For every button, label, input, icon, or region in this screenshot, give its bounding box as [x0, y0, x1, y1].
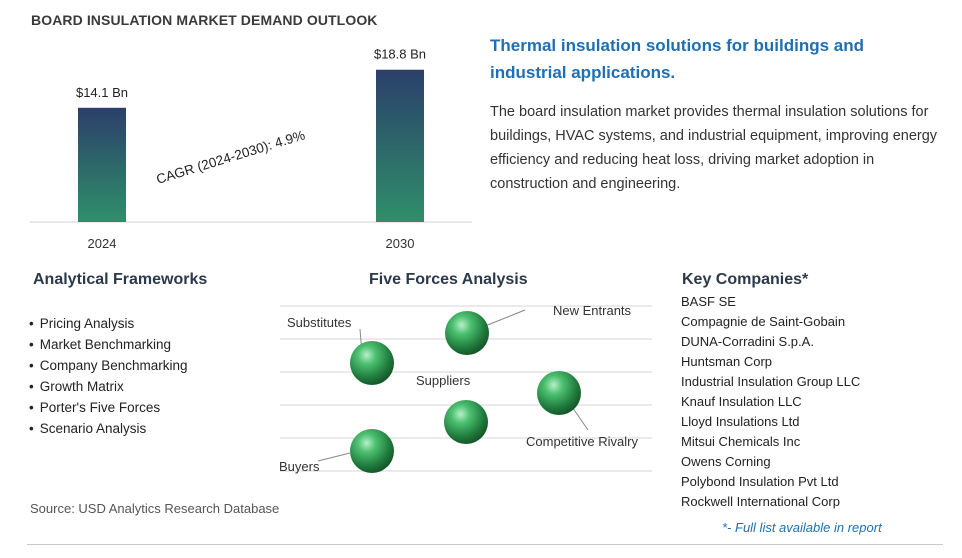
sphere-substitutes	[350, 341, 394, 385]
companies-list: BASF SE Compagnie de Saint-Gobain DUNA-C…	[681, 292, 860, 512]
bar-2024	[78, 107, 126, 222]
data-label-2030: $18.8 Bn	[374, 47, 426, 62]
list-item: Rockwell International Corp	[681, 494, 840, 509]
list-item: BASF SE	[681, 294, 736, 309]
sphere-buyers	[350, 429, 394, 473]
chart-title: BOARD INSULATION MARKET DEMAND OUTLOOK	[31, 12, 378, 28]
list-item: Market Benchmarking	[29, 334, 188, 355]
list-item: Knauf Insulation LLC	[681, 394, 802, 409]
cagr-annotation: CAGR (2024-2030): 4.9%	[154, 127, 306, 187]
sphere-rivalry	[537, 371, 581, 415]
source-note: Source: USD Analytics Research Database	[30, 501, 280, 516]
bar-chart: $14.1 Bn $18.8 Bn 2024 2030 CAGR (2024-2…	[30, 47, 472, 251]
bar-2030	[376, 69, 424, 222]
list-item: Lloyd Insulations Ltd	[681, 414, 800, 429]
list-item: Porter's Five Forces	[29, 397, 188, 418]
force-label-suppliers: Suppliers	[416, 373, 471, 388]
connector-line	[317, 452, 351, 462]
description: The board insulation market provides the…	[490, 104, 938, 192]
frameworks-list: Pricing Analysis Market Benchmarking Com…	[29, 313, 188, 439]
frameworks-title: Analytical Frameworks	[33, 271, 208, 288]
list-item: Polybond Insulation Pvt Ltd	[681, 474, 839, 489]
sphere-new-entrants	[445, 311, 489, 355]
list-item: Industrial Insulation Group LLC	[681, 374, 861, 389]
five-forces-diagram: Substitutes New Entrants Suppliers Compe…	[279, 303, 652, 474]
list-item: Compagnie de Saint-Gobain	[681, 314, 846, 329]
companies-title: Key Companies*	[682, 271, 809, 288]
list-item: Owens Corning	[681, 454, 771, 469]
list-item: Scenario Analysis	[29, 418, 188, 439]
bottom-divider	[27, 544, 943, 545]
force-label-buyers: Buyers	[279, 459, 320, 474]
force-label-new-entrants: New Entrants	[553, 303, 632, 318]
forces-title: Five Forces Analysis	[369, 271, 528, 288]
list-item: Huntsman Corp	[681, 354, 773, 369]
list-item: DUNA-Corradini S.p.A.	[681, 334, 814, 349]
list-item: Pricing Analysis	[29, 313, 188, 334]
sphere-suppliers	[444, 400, 488, 444]
list-item: Mitsui Chemicals Inc	[681, 434, 801, 449]
x-tick-2024: 2024	[88, 236, 117, 251]
force-label-rivalry: Competitive Rivalry	[526, 434, 638, 449]
connector-line	[479, 309, 526, 329]
list-item: Growth Matrix	[29, 376, 188, 397]
data-label-2024: $14.1 Bn	[76, 85, 128, 100]
list-item: Company Benchmarking	[29, 355, 188, 376]
companies-footnote: *- Full list available in report	[722, 520, 882, 535]
headline: Thermal insulation solutions for buildin…	[490, 36, 865, 82]
x-tick-2030: 2030	[386, 236, 415, 251]
force-label-substitutes: Substitutes	[287, 315, 352, 330]
